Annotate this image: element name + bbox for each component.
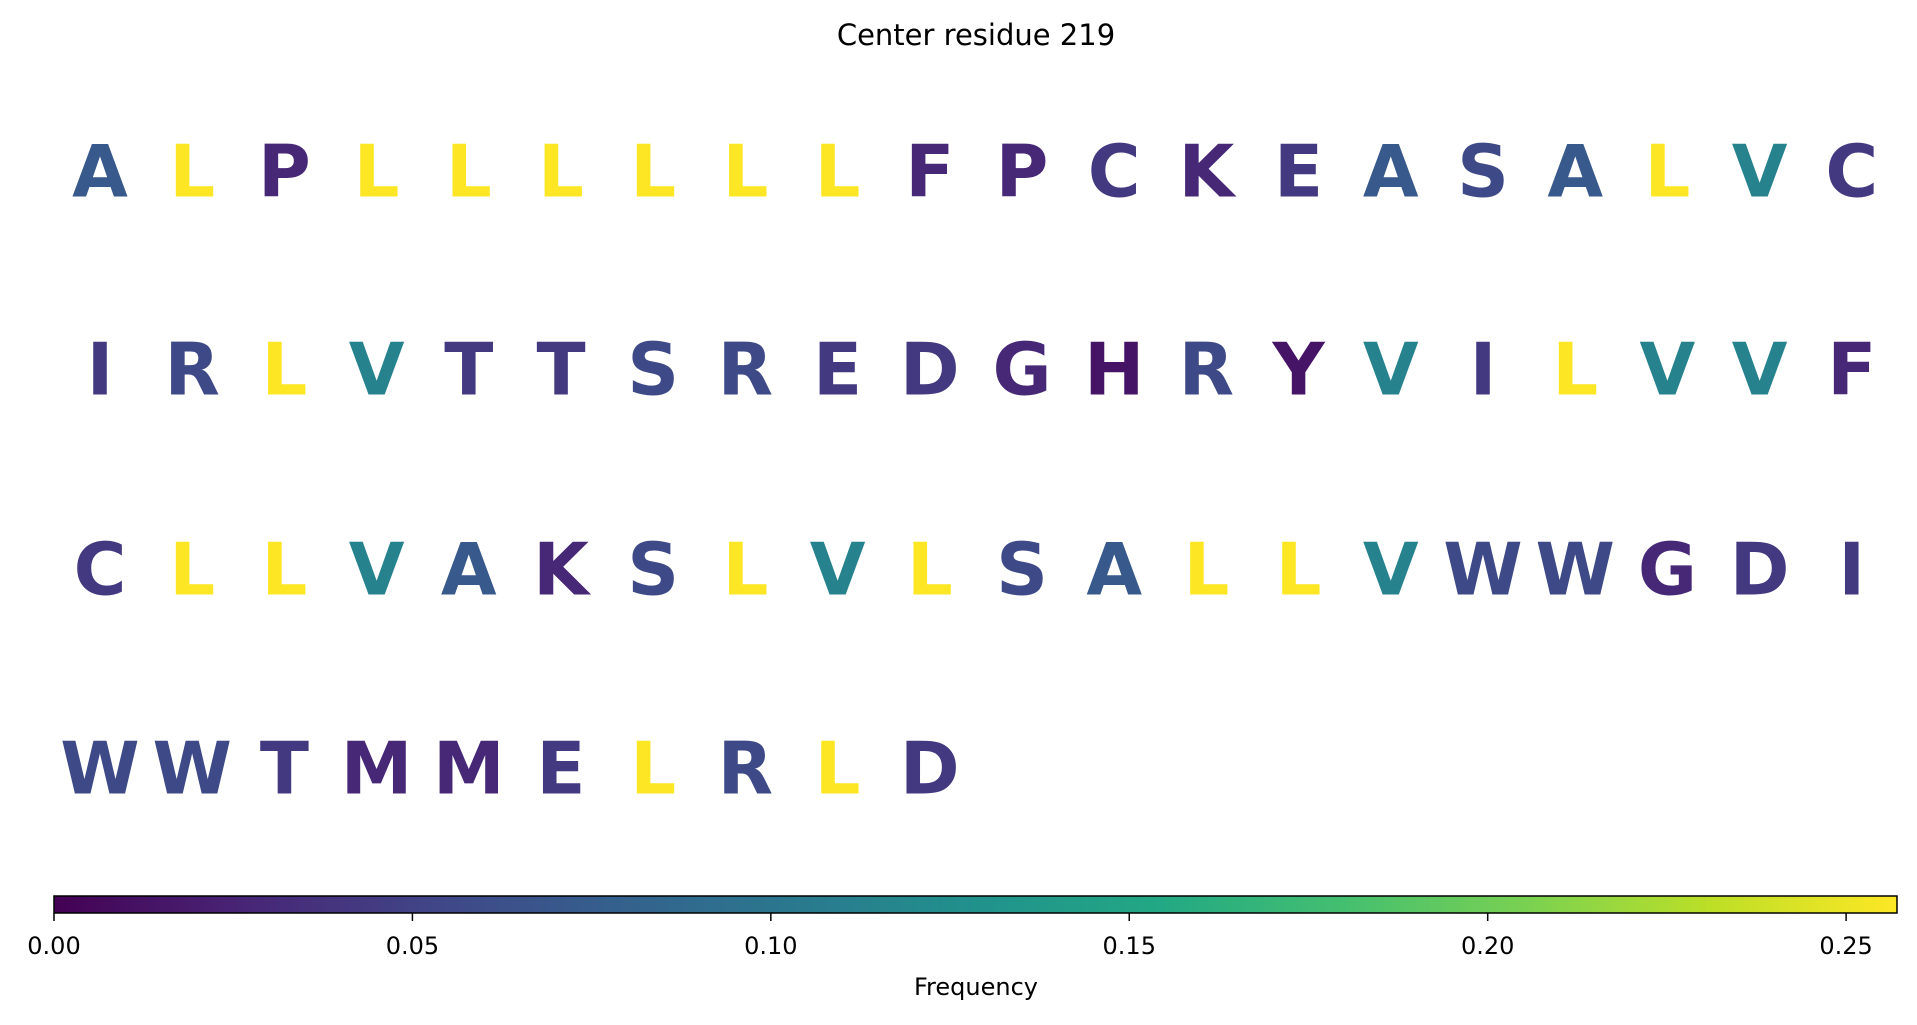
residue: S <box>996 528 1048 612</box>
residue: L <box>169 130 215 214</box>
residue: L <box>1644 130 1690 214</box>
residue: V <box>810 528 866 612</box>
residue: V <box>1732 328 1788 412</box>
chart-title: Center residue 219 <box>837 18 1115 52</box>
residue: A <box>1086 528 1142 612</box>
residue: K <box>1179 130 1237 214</box>
residue: E <box>536 727 585 811</box>
colorbar-tick-label: 0.10 <box>744 932 797 960</box>
residue: A <box>1363 130 1419 214</box>
residue: L <box>630 130 676 214</box>
residue: W <box>152 727 231 811</box>
residue: A <box>72 130 128 214</box>
residue: D <box>1730 528 1790 612</box>
residue: P <box>996 130 1049 214</box>
residue: F <box>905 130 954 214</box>
residue: C <box>1088 130 1141 214</box>
residue: L <box>722 130 768 214</box>
residue: D <box>900 727 960 811</box>
residue: L <box>907 528 953 612</box>
residue: V <box>349 528 405 612</box>
residue: V <box>1732 130 1788 214</box>
residue: L <box>261 528 307 612</box>
residue: L <box>630 727 676 811</box>
residue: C <box>1825 130 1878 214</box>
residue: G <box>992 328 1051 412</box>
residue: T <box>444 328 493 412</box>
residue: L <box>538 130 584 214</box>
colorbar-tick-label: 0.25 <box>1819 932 1872 960</box>
residue: I <box>87 328 114 412</box>
residue: L <box>1276 528 1322 612</box>
colorbar-tick-label: 0.15 <box>1103 932 1156 960</box>
colorbar-tick-label: 0.00 <box>27 932 80 960</box>
residue: P <box>258 130 311 214</box>
residue: H <box>1084 328 1144 412</box>
residue: L <box>815 727 861 811</box>
residue: W <box>60 727 139 811</box>
residue: F <box>1827 328 1876 412</box>
residue: R <box>164 328 219 412</box>
residue: T <box>260 727 309 811</box>
residue: A <box>1547 130 1603 214</box>
residue: S <box>627 528 679 612</box>
colorbar <box>53 895 1898 914</box>
residue: L <box>1183 528 1229 612</box>
residue: R <box>718 328 773 412</box>
residue: W <box>1535 528 1614 612</box>
residue: L <box>261 328 307 412</box>
residue: C <box>74 528 127 612</box>
residue: L <box>169 528 215 612</box>
residue: L <box>815 130 861 214</box>
residue: R <box>718 727 773 811</box>
residue: L <box>354 130 400 214</box>
residue: L <box>1552 328 1598 412</box>
colorbar-tick-label: 0.20 <box>1461 932 1514 960</box>
residue: E <box>1274 130 1323 214</box>
residue: V <box>1640 328 1696 412</box>
residue: S <box>1457 130 1509 214</box>
residue: I <box>1838 528 1865 612</box>
residue: M <box>341 727 413 811</box>
residue: T <box>536 328 585 412</box>
residue: L <box>446 130 492 214</box>
colorbar-label: Frequency <box>914 973 1038 1001</box>
residue: K <box>533 528 591 612</box>
residue: S <box>627 328 679 412</box>
residue: L <box>722 528 768 612</box>
colorbar-tick-label: 0.05 <box>386 932 439 960</box>
residue: E <box>813 328 862 412</box>
residue: V <box>1363 528 1419 612</box>
residue: V <box>349 328 405 412</box>
residue: W <box>1443 528 1522 612</box>
residue: V <box>1363 328 1419 412</box>
residue: M <box>433 727 505 811</box>
residue: A <box>441 528 497 612</box>
residue: D <box>900 328 960 412</box>
residue: G <box>1638 528 1697 612</box>
residue: R <box>1179 328 1234 412</box>
residue: I <box>1470 328 1497 412</box>
residue: Y <box>1272 328 1326 412</box>
